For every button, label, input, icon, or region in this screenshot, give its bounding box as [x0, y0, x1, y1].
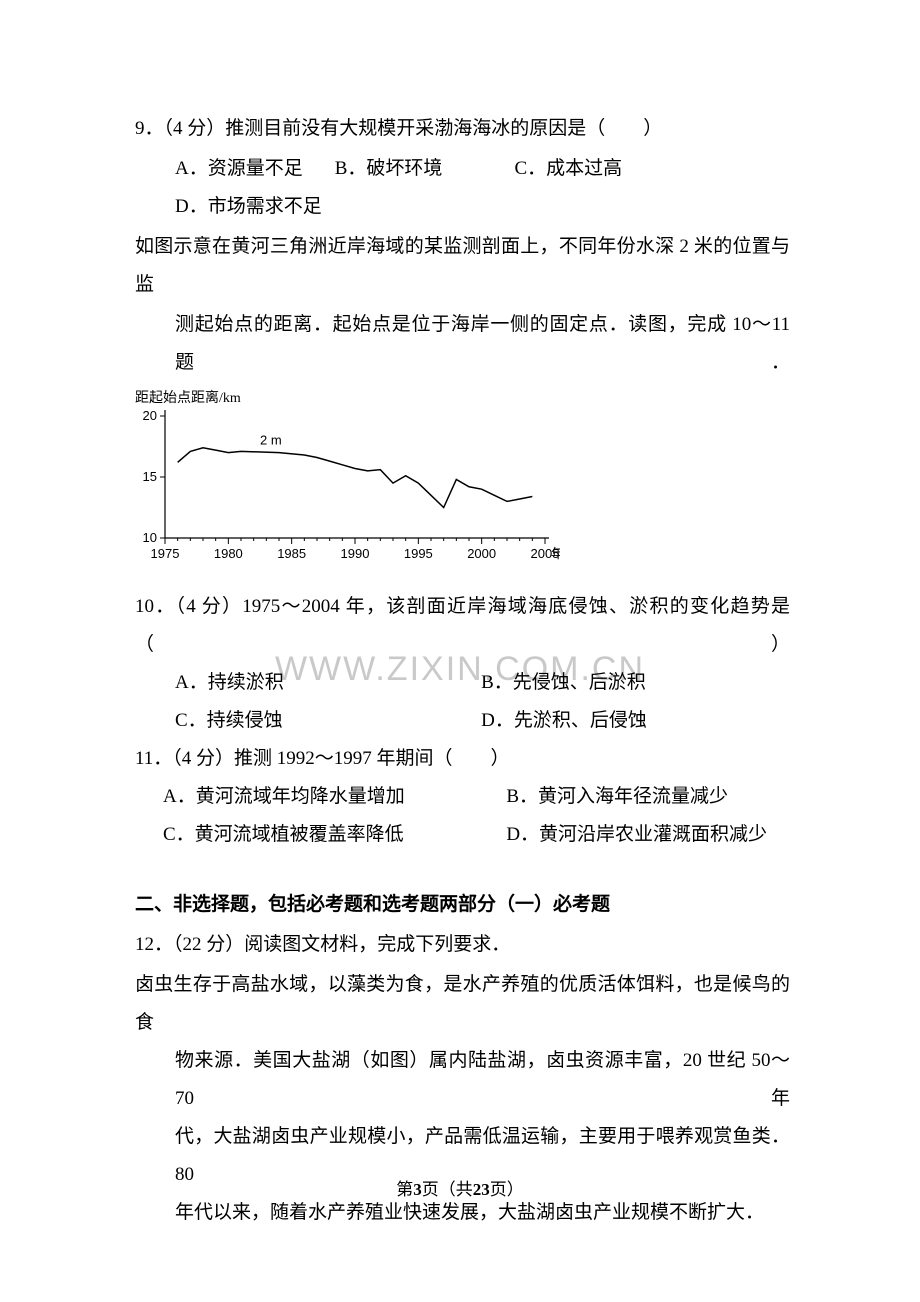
q10-opt-d: D．先淤积、后侵蚀: [481, 702, 782, 740]
svg-text:年: 年: [551, 546, 560, 561]
q10-stem: 10．（4 分）1975～2004 年，该剖面近岸海域海底侵蚀、淤积的变化趋势是…: [135, 588, 790, 664]
q9-opt-d: D．市场需求不足: [175, 188, 322, 226]
q11-options-row2: C．黄河流域植被覆盖率降低 D．黄河沿岸农业灌溉面积减少: [135, 816, 790, 854]
q11-opt-c: C．黄河流域植被覆盖率降低: [163, 816, 502, 854]
line-chart: 距起始点距离/km 10 15 20 1975 1980 1985 1990 1995 2000 2…: [135, 388, 790, 582]
q9-stem: 9．（4 分）推测目前没有大规模开采渤海海冰的原因是（ ）: [135, 110, 790, 148]
svg-text:1990: 1990: [341, 546, 370, 561]
svg-text:1975: 1975: [151, 546, 180, 561]
svg-text:距起始点距离/km: 距起始点距离/km: [135, 389, 241, 406]
context-line1: 如图示意在黄河三角洲近岸海域的某监测剖面上，不同年份水深 2 米的位置与监: [135, 228, 790, 304]
q9-opt-c: C．成本过高: [515, 150, 670, 188]
context-line2: 测起始点的距离．起始点是位于海岸一侧的固定点．读图，完成 10～11 题．: [135, 306, 790, 382]
q11-opt-d: D．黄河沿岸农业灌溉面积减少: [506, 816, 788, 854]
q10-opt-c: C．持续侵蚀: [175, 702, 476, 740]
q9-opt-a: A．资源量不足: [175, 150, 330, 188]
q11-options: A．黄河流域年均降水量增加 B．黄河入海年径流量减少: [135, 778, 790, 816]
q9-options: A．资源量不足 B．破坏环境 C．成本过高 D．市场需求不足: [135, 150, 790, 226]
q9-opt-b: B．破坏环境: [335, 150, 510, 188]
q11-stem: 11．（4 分）推测 1992～1997 年期间（ ）: [135, 740, 790, 778]
q10-opt-b: B．先侵蚀、后淤积: [481, 664, 782, 702]
svg-text:20: 20: [143, 408, 157, 423]
svg-text:1985: 1985: [277, 546, 306, 561]
q10-opt-a: A．持续淤积: [175, 664, 476, 702]
svg-text:2 m: 2 m: [260, 433, 282, 448]
svg-text:10: 10: [143, 530, 157, 545]
q10-options: A．持续淤积 B．先侵蚀、后淤积: [135, 664, 790, 702]
q12-para4: 年代以来，随着水产养殖业快速发展，大盐湖卤虫产业规模不断扩大．: [135, 1194, 790, 1232]
svg-text:1980: 1980: [214, 546, 243, 561]
q11-opt-a: A．黄河流域年均降水量增加: [163, 778, 502, 816]
q12-para3: 代，大盐湖卤虫产业规模小，产品需低温运输，主要用于喂养观赏鱼类．80: [135, 1118, 790, 1194]
svg-text:1995: 1995: [404, 546, 433, 561]
svg-text:15: 15: [143, 469, 157, 484]
q11-opt-b: B．黄河入海年径流量减少: [506, 778, 788, 816]
q10-options-row2: C．持续侵蚀 D．先淤积、后侵蚀: [135, 702, 790, 740]
q12-para2: 物来源．美国大盐湖（如图）属内陆盐湖，卤虫资源丰富，20 世纪 50～70 年: [135, 1042, 790, 1118]
section2-title: 二、非选择题，包括必考题和选考题两部分（一）必考题: [135, 886, 790, 924]
q12-stem: 12．（22 分）阅读图文材料，完成下列要求．: [135, 926, 790, 964]
q12-para1: 卤虫生存于高盐水域，以藻类为食，是水产养殖的优质活体饵料，也是候鸟的食: [135, 966, 790, 1042]
svg-text:2000: 2000: [467, 546, 496, 561]
